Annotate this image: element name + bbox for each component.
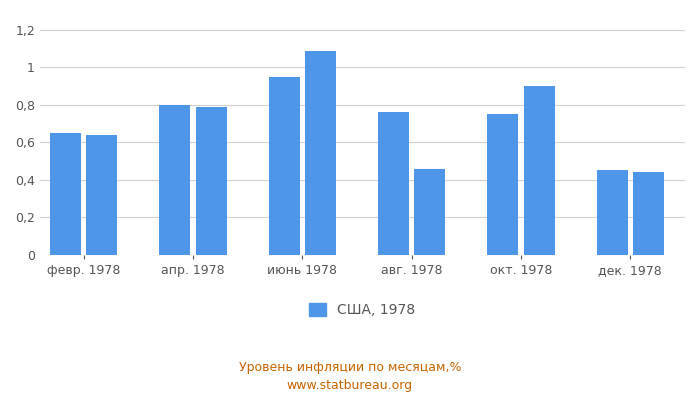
Bar (86, 135, 118, 255)
Bar (196, 107, 227, 255)
Bar (487, 114, 518, 255)
Bar (269, 77, 300, 255)
Bar (414, 168, 445, 255)
Text: Уровень инфляции по месяцам,%: Уровень инфляции по месяцам,% (239, 362, 461, 374)
Bar (50, 133, 81, 255)
Legend: США, 1978: США, 1978 (304, 298, 421, 323)
Bar (305, 50, 336, 255)
Bar (159, 105, 190, 255)
Bar (596, 170, 628, 255)
Bar (633, 172, 664, 255)
Bar (378, 112, 409, 255)
Bar (524, 86, 554, 255)
Text: www.statbureau.org: www.statbureau.org (287, 380, 413, 392)
